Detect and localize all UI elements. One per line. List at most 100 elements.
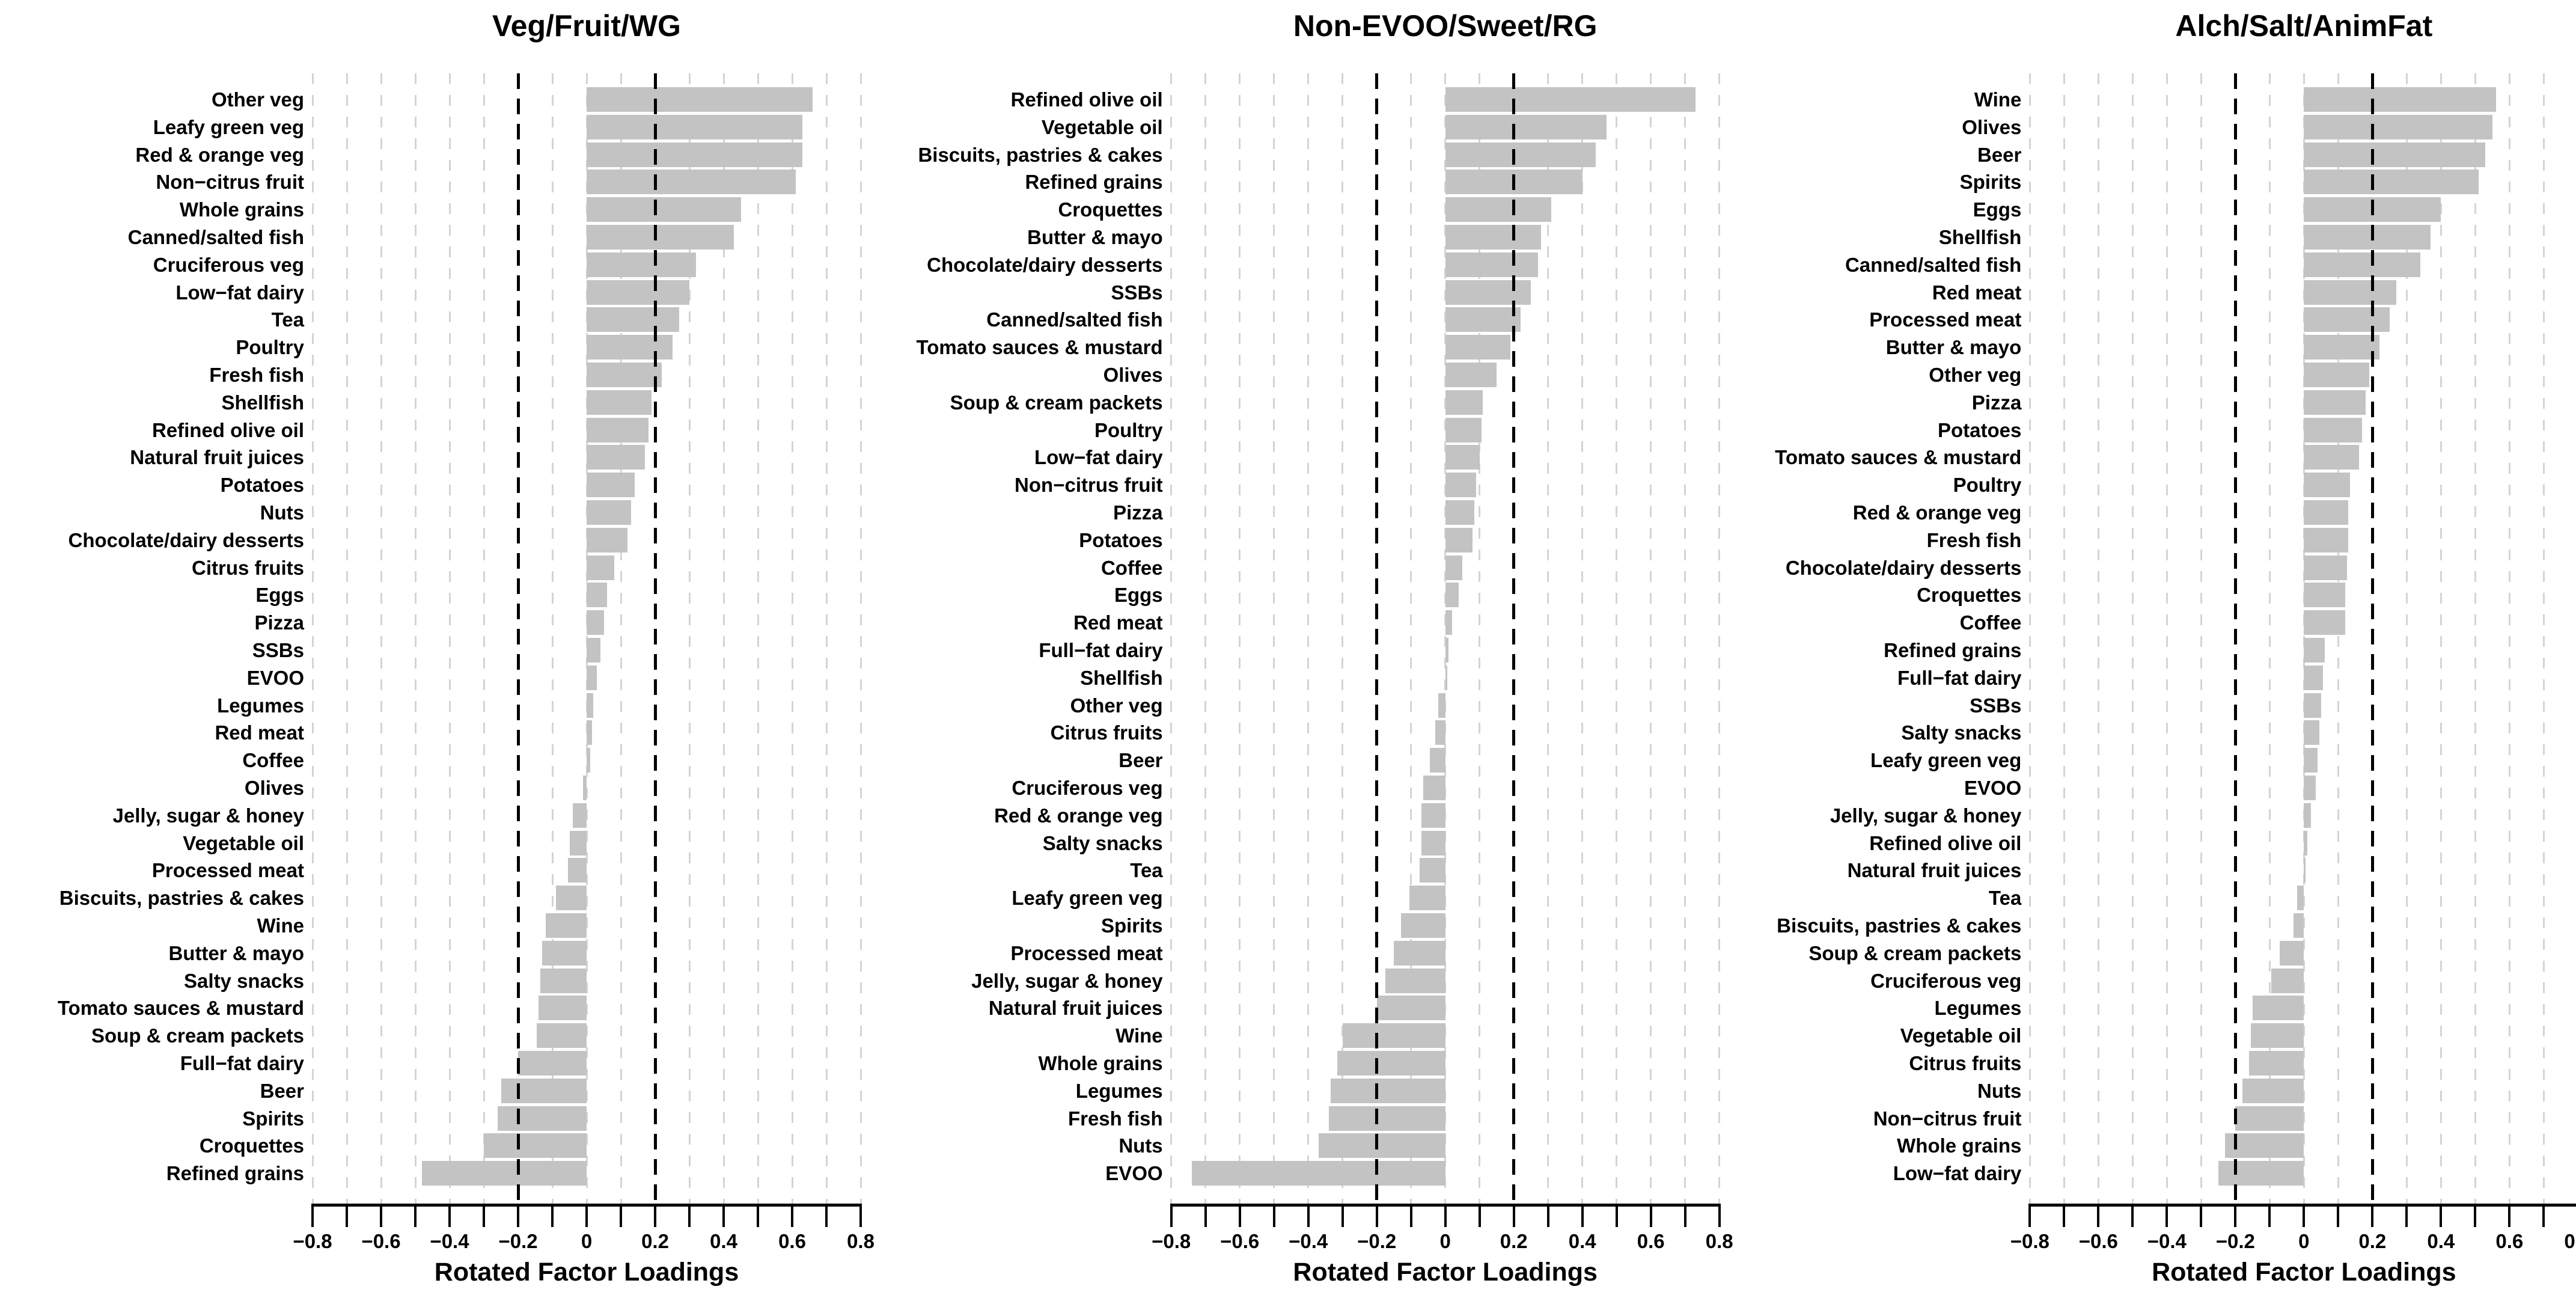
category-label-salty-snacks: Salty snacks — [1042, 831, 1163, 854]
axis-tick — [2063, 1204, 2066, 1227]
category-label-jelly-sugar-honey: Jelly, sugar & honey — [112, 804, 305, 827]
bar-chocolate-dairy-desserts — [587, 527, 628, 552]
category-label-biscuits-pastries-cakes: Biscuits, pastries & cakes — [59, 887, 304, 910]
bar-potatoes — [587, 473, 635, 498]
bar-tea — [2297, 886, 2304, 911]
bar-non-citrus-fruit — [1445, 473, 1476, 498]
bar-beer — [501, 1078, 587, 1103]
panel-alch-salt-animfat: Alch/Salt/AnimFat Wine Olives Beer Spirits Eg… — [1717, 0, 2576, 1310]
bar-red-orange-veg — [587, 142, 803, 167]
bar-processed-meat — [567, 858, 587, 883]
axis-tick-label: 0.8 — [2564, 1230, 2576, 1252]
axis-tick-label: −0.2 — [2215, 1230, 2255, 1252]
gridline — [2097, 73, 2099, 1204]
axis-tick — [1238, 1204, 1241, 1227]
axis-tick — [2474, 1204, 2477, 1227]
bar-cruciferous-veg — [1423, 776, 1445, 800]
category-label-beer: Beer — [1977, 143, 2022, 166]
category-label-natural-fruit-juices: Natural fruit juices — [130, 446, 304, 469]
category-label-tomato-sauces-mustard: Tomato sauces & mustard — [57, 997, 304, 1020]
bar-natural-fruit-juices — [587, 445, 645, 470]
category-label-red-meat: Red meat — [1073, 611, 1163, 634]
bar-red-orange-veg — [2304, 500, 2349, 525]
axis-tick — [1649, 1204, 1652, 1227]
bar-biscuits-pastries-cakes — [1445, 142, 1596, 167]
bar-butter-mayo — [1445, 225, 1542, 249]
axis-tick — [380, 1204, 382, 1227]
category-label-tea: Tea — [1988, 887, 2022, 910]
gridline — [311, 73, 314, 1204]
gridline — [791, 73, 793, 1204]
axis-tick-label: −0.8 — [1152, 1230, 1191, 1252]
bar-whole-grains — [587, 197, 741, 222]
bar-biscuits-pastries-cakes — [555, 886, 587, 911]
category-label-red-orange-veg: Red & orange veg — [1852, 501, 2022, 524]
axis-tick — [551, 1204, 554, 1227]
axis-tick — [1546, 1204, 1549, 1227]
axis-tick — [2200, 1204, 2203, 1227]
bar-other-veg — [1438, 693, 1445, 718]
axis-tick-label: −0.8 — [2010, 1230, 2050, 1252]
category-label-evoo: EVOO — [1964, 777, 2022, 799]
bar-ssbs — [2304, 693, 2321, 718]
axis-tick — [346, 1204, 348, 1227]
bar-red-orange-veg — [1421, 803, 1445, 828]
gridline — [2440, 73, 2442, 1204]
axis-tick-label: 0.4 — [2427, 1230, 2455, 1252]
category-label-processed-meat: Processed meat — [1869, 308, 2022, 331]
category-label-nuts: Nuts — [1977, 1079, 2022, 1102]
bar-vegetable-oil — [1445, 114, 1607, 139]
category-label-potatoes: Potatoes — [1079, 528, 1163, 551]
axis-tick-label: −0.4 — [430, 1230, 469, 1252]
axis-tick-label: −0.6 — [2078, 1230, 2118, 1252]
axis-tick-label: 0.4 — [1568, 1230, 1596, 1252]
axis-tick — [311, 1204, 314, 1227]
category-label-soup-cream-packets: Soup & cream packets — [1808, 941, 2022, 964]
category-label-biscuits-pastries-cakes: Biscuits, pastries & cakes — [918, 143, 1163, 166]
bar-beer — [1430, 748, 1445, 773]
category-label-spirits: Spirits — [1100, 914, 1163, 937]
bar-spirits — [497, 1106, 587, 1131]
category-label-full-fat-dairy: Full−fat dairy — [180, 1052, 304, 1074]
bar-beer — [2304, 142, 2486, 167]
bar-nuts — [2242, 1078, 2304, 1103]
axis-tick — [620, 1204, 622, 1227]
category-label-jelly-sugar-honey: Jelly, sugar & honey — [1830, 804, 2022, 827]
axis-tick — [2542, 1204, 2545, 1227]
gridline — [448, 73, 451, 1204]
bar-wine — [545, 913, 587, 938]
bar-tomato-sauces-mustard — [539, 996, 587, 1021]
bar-butter-mayo — [2304, 335, 2379, 360]
bar-nuts — [1318, 1133, 1445, 1158]
reference-line — [1375, 73, 1379, 1204]
category-label-vegetable-oil: Vegetable oil — [183, 831, 304, 854]
reference-line — [2233, 73, 2237, 1204]
reference-line — [653, 73, 657, 1204]
gridline — [2542, 73, 2545, 1204]
category-label-vegetable-oil: Vegetable oil — [1900, 1024, 2022, 1047]
bar-shellfish — [2304, 225, 2431, 249]
gridline — [2508, 73, 2510, 1204]
category-label-refined-olive-oil: Refined olive oil — [1869, 831, 2022, 854]
bar-pizza — [2304, 390, 2366, 415]
bar-jelly-sugar-honey — [1385, 968, 1445, 993]
category-label-coffee: Coffee — [1100, 556, 1163, 579]
category-label-low-fat-dairy: Low−fat dairy — [175, 281, 304, 304]
bar-jelly-sugar-honey — [573, 803, 587, 828]
bar-refined-olive-oil — [2304, 830, 2308, 855]
axis-tick — [1375, 1204, 1378, 1227]
bar-tea — [587, 307, 679, 332]
bar-tea — [1419, 858, 1445, 883]
bar-olives — [1445, 363, 1497, 387]
axis-tick — [2131, 1204, 2134, 1227]
bar-tomato-sauces-mustard — [1445, 335, 1510, 360]
bar-evoo — [2304, 776, 2316, 800]
reference-line — [1512, 73, 1516, 1204]
category-label-potatoes: Potatoes — [220, 474, 304, 497]
bar-refined-grains — [422, 1161, 587, 1186]
bar-wine — [1342, 1023, 1445, 1048]
bar-evoo — [1191, 1161, 1445, 1186]
bar-poultry — [2304, 473, 2351, 498]
bar-potatoes — [1445, 527, 1473, 552]
category-label-natural-fruit-juices: Natural fruit juices — [1847, 859, 2022, 882]
